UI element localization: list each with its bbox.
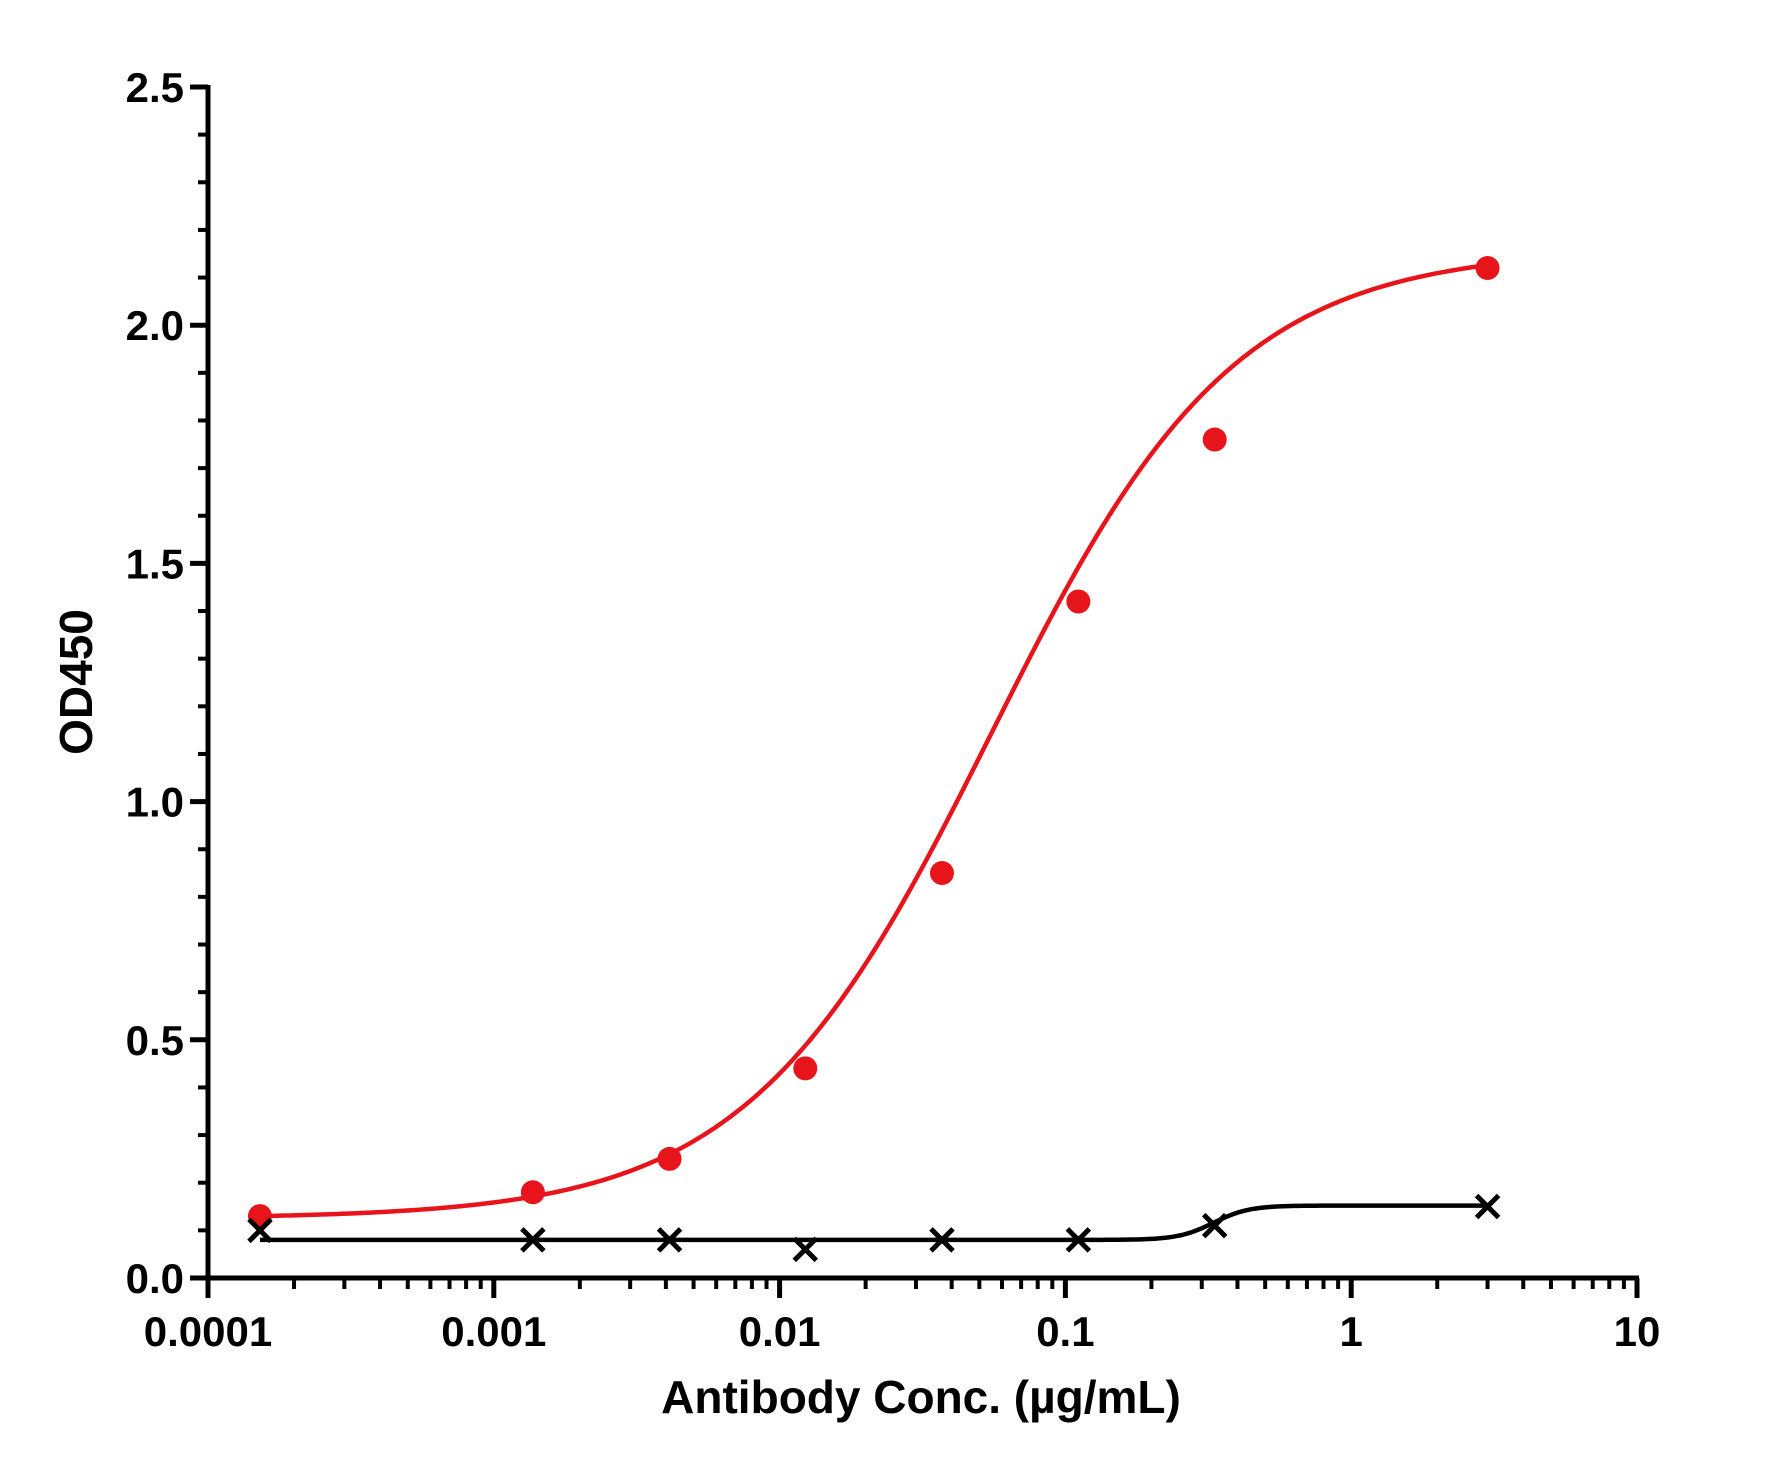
data-point-cross — [1474, 1193, 1501, 1220]
x-tick-label: 10 — [1614, 1308, 1661, 1355]
fit-curves — [259, 262, 1488, 1243]
x-tick-label: 0.001 — [441, 1308, 546, 1355]
data-markers — [247, 256, 1501, 1263]
data-point-cross — [929, 1227, 955, 1253]
cross-stroke — [520, 1227, 546, 1253]
cross-stroke — [247, 1217, 273, 1244]
cross-stroke — [1065, 1227, 1092, 1253]
x-tick-label: 0.1 — [1036, 1308, 1094, 1355]
data-point-circle — [657, 1146, 682, 1171]
axes — [205, 85, 1639, 1281]
data-point-cross — [792, 1236, 819, 1263]
data-point-circle — [1202, 427, 1227, 452]
y-tick-label: 2.5 — [126, 64, 184, 111]
fit-curve-series-2 — [259, 1203, 1488, 1243]
y-axis-title: OD450 — [50, 609, 102, 755]
y-tick-label: 0.0 — [126, 1255, 184, 1302]
cross-stroke — [656, 1227, 683, 1253]
tick-marks — [190, 84, 1640, 1298]
data-point-circle — [1066, 589, 1091, 614]
cross-stroke — [929, 1227, 955, 1253]
fit-curve-series-1 — [259, 262, 1488, 1219]
cross-stroke — [1201, 1212, 1228, 1239]
data-point-circle — [520, 1180, 545, 1205]
data-point-cross — [1065, 1227, 1092, 1253]
y-tick-label: 1.0 — [126, 779, 184, 826]
data-point-circle — [929, 861, 954, 886]
x-axis-title: Antibody Conc. (µg/mL) — [661, 1371, 1181, 1423]
data-point-cross — [656, 1227, 683, 1253]
y-tick-label: 2.0 — [126, 302, 184, 349]
x-tick-label: 0.01 — [739, 1308, 821, 1355]
data-point-circle — [1475, 256, 1500, 281]
cross-stroke — [1474, 1193, 1501, 1220]
y-tick-label: 0.5 — [126, 1017, 184, 1064]
tick-labels: 0.0 0.5 1.0 1.5 2.0 2.5 0.0001 0.001 0.01 0.1 1 10 — [126, 64, 1661, 1355]
data-point-cross — [1201, 1212, 1228, 1239]
x-tick-label: 1 — [1340, 1308, 1363, 1355]
data-point-cross — [247, 1217, 273, 1244]
cross-stroke — [792, 1236, 819, 1263]
data-point-cross — [520, 1227, 546, 1253]
x-tick-label: 0.0001 — [144, 1308, 272, 1355]
data-point-circle — [793, 1056, 818, 1081]
y-tick-label: 1.5 — [126, 540, 184, 587]
